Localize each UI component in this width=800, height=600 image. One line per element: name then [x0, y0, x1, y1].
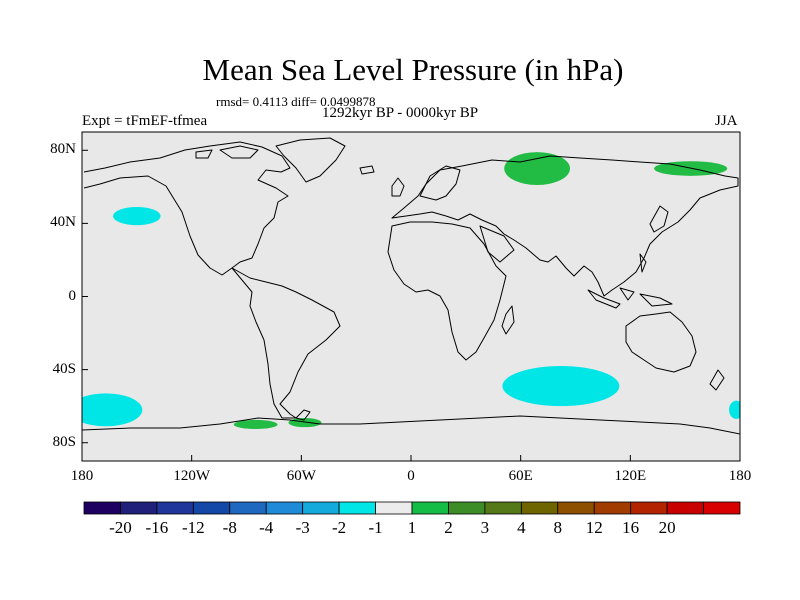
coast-antarctica — [82, 415, 740, 435]
colorbar-label: 12 — [585, 518, 603, 537]
coast-new-zealand — [709, 369, 725, 391]
season-label: JJA — [715, 113, 738, 129]
colorbar-swatch — [630, 501, 668, 515]
colorbar-swatch — [302, 501, 340, 515]
colorbar-label: -4 — [259, 518, 274, 537]
colorbar-swatch — [156, 501, 194, 515]
colorbar-label: 2 — [444, 518, 453, 537]
colorbar-label: 8 — [553, 518, 563, 537]
colorbar-swatch — [666, 501, 704, 515]
coast-arctic-islands — [195, 145, 259, 159]
x-tick-label: 180 — [728, 468, 752, 484]
coast-australia — [625, 311, 697, 373]
colorbar-label: 4 — [517, 518, 526, 537]
colorbar-swatch — [484, 501, 522, 515]
coast-britain — [391, 177, 405, 197]
y-tick-label: 0 — [68, 287, 77, 304]
colorbar-swatch — [192, 501, 231, 515]
coast-africa — [387, 221, 507, 361]
colorbar-label: 3 — [480, 518, 490, 537]
coast-philippines — [639, 253, 647, 273]
colorbar-swatch — [120, 501, 158, 515]
colorbar-label: -8 — [222, 518, 237, 537]
experiment-label: Expt = tFmEF-tfmea — [82, 113, 208, 129]
coast-indonesia — [587, 287, 673, 309]
colorbar-label: -2 — [332, 518, 347, 537]
coast-eurasia — [391, 155, 739, 297]
x-tick-label: 60W — [286, 468, 316, 484]
colorbar-swatch — [265, 501, 304, 515]
colorbar-swatch — [703, 501, 741, 515]
coastlines — [82, 137, 740, 435]
colorbar — [83, 501, 741, 515]
period-text: 1292kyr BP - 0000kyr BP — [322, 105, 479, 121]
coast-greenland — [275, 137, 346, 183]
colorbar-swatch — [229, 501, 267, 515]
anomaly-south-indian-negative — [502, 365, 620, 407]
colorbar-swatch — [448, 501, 486, 515]
coast-madagascar — [501, 305, 515, 335]
colorbar-swatch — [557, 501, 595, 515]
colorbar-label: -3 — [295, 518, 310, 537]
map-background — [82, 132, 740, 461]
anomaly-southern-ocean-positive — [233, 419, 278, 430]
colorbar-label: -20 — [109, 518, 132, 537]
x-tick-label: 120W — [173, 468, 210, 484]
anomaly-dateline-south-negative — [729, 400, 740, 419]
coast-arabia — [479, 225, 515, 263]
coast-scandinavia — [419, 165, 461, 201]
anomaly-siberia-positive — [504, 152, 571, 186]
y-tick-label: 40N — [50, 214, 76, 231]
coast-south-america — [231, 267, 341, 419]
colorbar-label: -16 — [145, 518, 169, 537]
axis-ticks — [81, 149, 741, 461]
x-tick-label: 0 — [407, 468, 415, 484]
x-tick-label: 60E — [508, 468, 533, 484]
colorbar-label: -1 — [368, 518, 383, 537]
map-title: Mean Sea Level Pressure (in hPa) — [202, 52, 624, 87]
colorbar-swatch — [83, 501, 121, 515]
colorbar-swatch — [375, 501, 413, 515]
anomaly-drake-positive — [288, 418, 322, 428]
colorbar-swatch — [411, 501, 449, 515]
x-tick-label: 120E — [614, 468, 647, 484]
x-tick-label: 180 — [70, 468, 94, 484]
coast-japan — [649, 205, 669, 233]
stats-text: rmsd= 0.4113 diff= 0.0499878 — [216, 94, 376, 109]
colorbar-swatch — [593, 501, 632, 515]
anomaly-south-pacific-negative — [82, 393, 143, 427]
coast-north-america — [83, 141, 291, 276]
colorbar-label: -12 — [181, 518, 205, 537]
coast-iceland — [359, 165, 375, 175]
anomaly-north-pacific-negative — [113, 206, 161, 226]
colorbar-swatch — [338, 501, 376, 515]
colorbar-swatch — [520, 501, 559, 515]
colorbar-label: 20 — [658, 518, 676, 537]
coast-antarctic-peninsula — [295, 409, 311, 421]
y-tick-label: 80S — [52, 433, 76, 450]
y-tick-label: 40S — [52, 360, 76, 377]
colorbar-label: 1 — [407, 518, 417, 537]
colorbar-label: 16 — [622, 518, 640, 537]
y-tick-label: 80N — [50, 141, 76, 158]
anomaly-layer — [82, 152, 740, 430]
